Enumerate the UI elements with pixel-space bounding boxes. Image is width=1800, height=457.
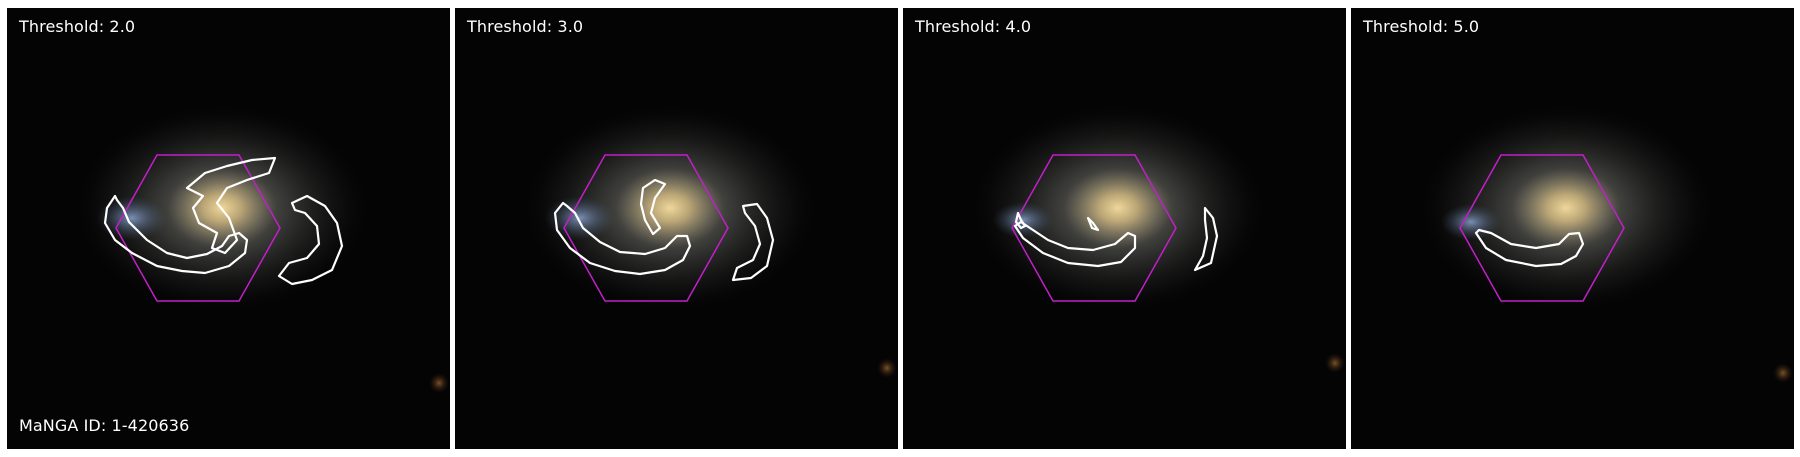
- threshold-label: Threshold: 3.0: [467, 17, 584, 36]
- galaxy-image: [455, 8, 898, 449]
- threshold-label: Threshold: 4.0: [915, 17, 1032, 36]
- ifu-hexagon: [1011, 154, 1177, 302]
- threshold-label: Threshold: 5.0: [1363, 17, 1480, 36]
- threshold-label: Threshold: 2.0: [19, 17, 136, 36]
- ifu-hexagon: [115, 154, 281, 302]
- ifu-hexagon: [1459, 154, 1625, 302]
- galaxy-image: [903, 8, 1346, 449]
- panel-threshold-4: Threshold: 4.0: [903, 8, 1346, 449]
- manga-id-label: MaNGA ID: 1-420636: [19, 416, 190, 435]
- contour-lines: [553, 178, 775, 282]
- galaxy-image: [7, 8, 450, 449]
- ifu-hexagon: [563, 154, 729, 302]
- contour-lines: [1474, 228, 1585, 268]
- galaxy-image: [1351, 8, 1794, 449]
- panel-threshold-2: Threshold: 2.0 MaNGA ID: 1-420636: [7, 8, 450, 449]
- panel-threshold-3: Threshold: 3.0: [455, 8, 898, 449]
- panel-threshold-5: Threshold: 5.0: [1351, 8, 1794, 449]
- contour-lines: [1013, 206, 1219, 272]
- contour-lines: [103, 156, 344, 286]
